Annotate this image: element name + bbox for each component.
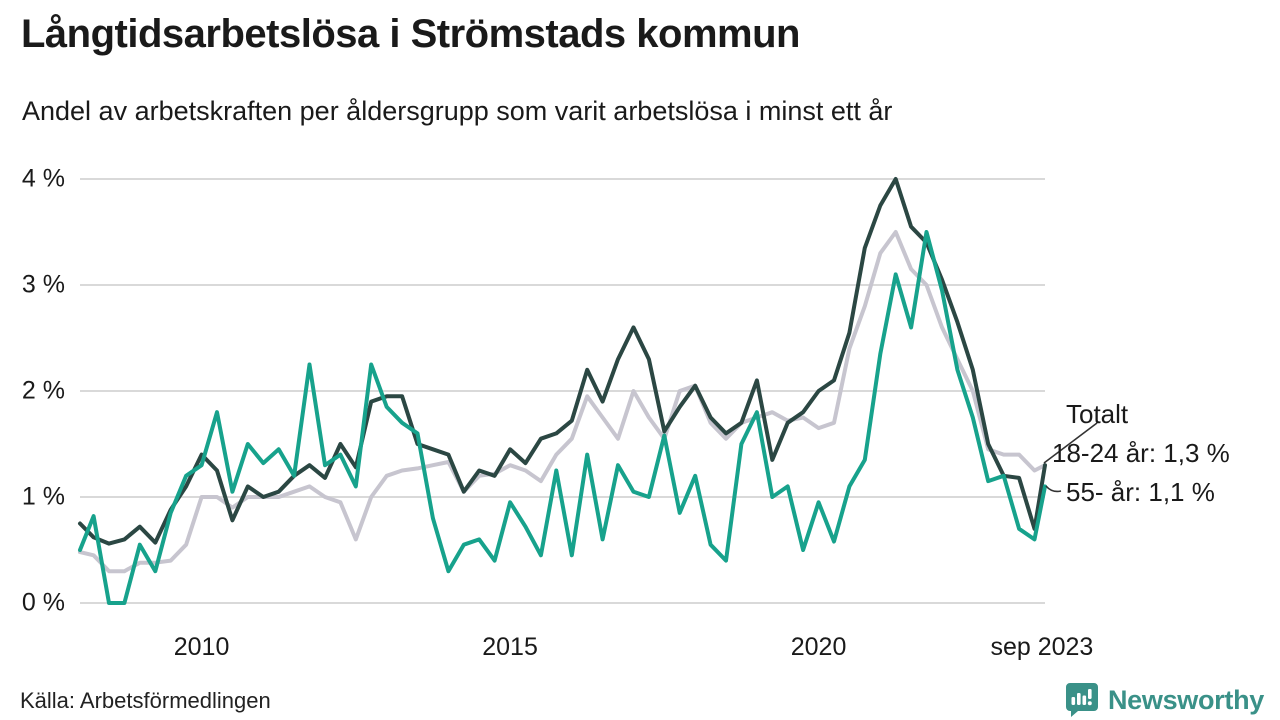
x-axis-tick-label: 2015 bbox=[482, 633, 538, 661]
x-axis-tick-label: 2010 bbox=[173, 633, 230, 661]
newsworthy-bubble-icon bbox=[1065, 683, 1098, 717]
newsworthy-wordmark: Newsworthy bbox=[1107, 684, 1264, 715]
chart-subtitle: Andel av arbetskraften per åldersgrupp s… bbox=[22, 96, 893, 126]
x-axis-tick-label: sep 2023 bbox=[990, 633, 1094, 661]
page-title: Långtidsarbetslösa i Strömstads kommun bbox=[21, 12, 800, 56]
source-credit: Källa: Arbetsförmedlingen bbox=[20, 688, 271, 713]
leader-line-totalt bbox=[1043, 422, 1098, 464]
series-end-label-totalt: Totalt bbox=[1066, 399, 1129, 429]
leader-line-55 bbox=[1045, 485, 1062, 493]
series-line-totalt bbox=[78, 177, 1047, 546]
series-line-youth bbox=[78, 230, 1047, 574]
series-line-senior bbox=[78, 230, 1047, 605]
series-end-label-55: 55- år: 1,1 % bbox=[1066, 477, 1215, 507]
x-axis-tick-label: 2020 bbox=[790, 633, 847, 661]
y-axis-tick-label: 0 % bbox=[21, 588, 65, 617]
y-axis-tick-label: 3 % bbox=[21, 270, 65, 299]
newsworthy-logo: Newsworthy bbox=[1065, 682, 1264, 718]
series-end-label-18-24: 18-24 år: 1,3 % bbox=[1052, 438, 1230, 468]
y-axis-tick-label: 4 % bbox=[21, 164, 65, 193]
y-axis-tick-label: 1 % bbox=[21, 482, 65, 511]
y-axis-tick-label: 2 % bbox=[21, 376, 65, 405]
